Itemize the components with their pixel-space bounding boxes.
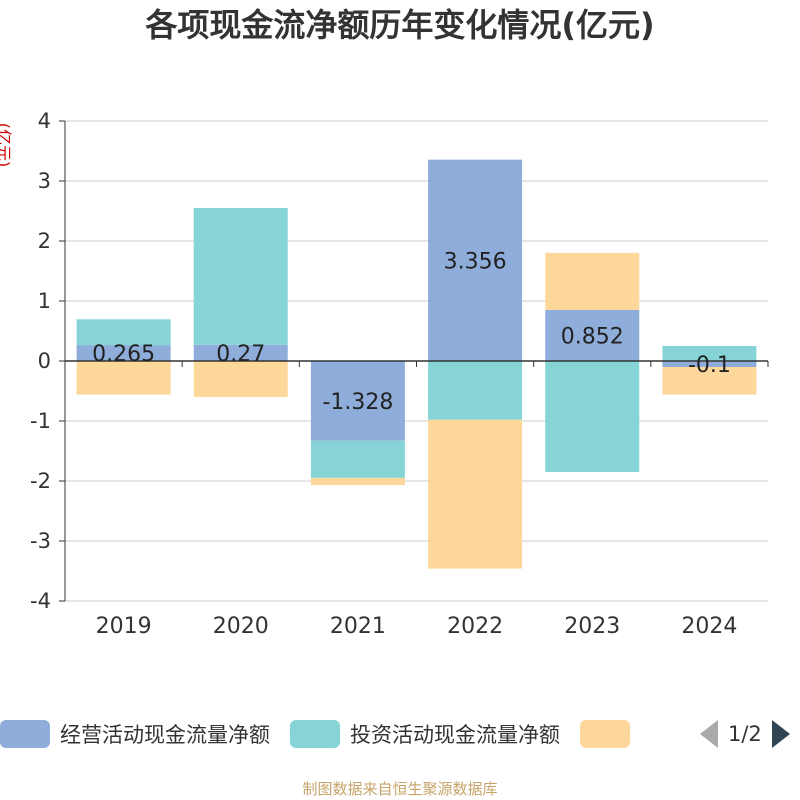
bar-2021-series-1[interactable] — [310, 440, 405, 478]
x-tick-label: 2020 — [213, 614, 269, 639]
data-label: 3.356 — [444, 249, 507, 274]
legend: 经营活动现金流量净额 投资活动现金流量净额 — [0, 716, 660, 752]
x-tick-label: 2021 — [330, 614, 386, 639]
pager-next-icon[interactable] — [771, 720, 790, 748]
legend-item-operating[interactable]: 经营活动现金流量净额 — [0, 719, 270, 749]
legend-item-investing[interactable]: 投资活动现金流量净额 — [290, 719, 560, 749]
x-tick-label: 2022 — [447, 614, 503, 639]
data-source-note: 制图数据来自恒生聚源数据库 — [302, 780, 498, 798]
data-label: -0.1 — [688, 353, 731, 378]
pager-page-text: 1/2 — [728, 722, 762, 746]
legend-swatch-third — [580, 720, 630, 748]
axes: 4 3 2 1 0 -1 -2 -3 -4 2019 2020 2021 2022 2023 2024 — [30, 109, 769, 639]
y-tick-label: -4 — [30, 589, 51, 613]
chart-title: 各项现金流净额历年变化情况(亿元) — [145, 6, 654, 44]
bar-2023-series-1[interactable] — [545, 361, 640, 472]
y-tick-label: -3 — [30, 529, 51, 553]
y-tick-label: 4 — [38, 109, 51, 133]
x-tick-label: 2024 — [681, 614, 737, 639]
bar-2022-series-2[interactable] — [428, 419, 523, 569]
data-label: -1.328 — [322, 390, 393, 415]
pager-prev-icon[interactable] — [700, 720, 718, 748]
legend-swatch-investing — [290, 720, 340, 748]
bar-2020-series-0[interactable] — [193, 344, 288, 361]
bar-2024-series-0[interactable] — [662, 361, 757, 367]
legend-swatch-operating — [0, 720, 50, 748]
bar-2019-series-0[interactable] — [76, 345, 171, 361]
data-labels: 0.265 0.27 -1.328 3.356 0.852 -0.1 — [92, 249, 731, 415]
data-label: 0.265 — [92, 342, 155, 367]
y-tick-label: 2 — [38, 229, 51, 253]
y-tick-label: 0 — [38, 349, 51, 373]
bar-2021-series-0[interactable] — [310, 361, 405, 441]
y-tick-label: 1 — [38, 289, 51, 313]
data-label: 0.27 — [216, 342, 265, 367]
bar-2019-series-2[interactable] — [76, 361, 171, 395]
y-axis-unit: (亿元) — [0, 123, 13, 168]
bar-2022-series-0[interactable] — [428, 159, 523, 361]
bar-2024-series-2[interactable] — [662, 367, 757, 395]
bar-2020-series-1[interactable] — [193, 208, 288, 345]
bar-2024-series-1[interactable] — [662, 346, 757, 361]
bar-2020-series-2[interactable] — [193, 361, 288, 397]
y-tick-label: -1 — [30, 409, 51, 433]
bars — [76, 159, 757, 569]
bar-2019-series-1[interactable] — [76, 319, 171, 346]
y-tick-label: 3 — [38, 169, 51, 193]
bar-2023-series-2[interactable] — [545, 252, 640, 310]
bar-2021-series-2[interactable] — [310, 477, 405, 486]
bar-2023-series-0[interactable] — [545, 309, 640, 361]
y-tick-label: -2 — [30, 469, 51, 493]
legend-label-investing: 投资活动现金流量净额 — [350, 723, 560, 747]
x-tick-label: 2019 — [96, 614, 152, 639]
legend-item-third[interactable] — [580, 720, 640, 748]
data-label: 0.852 — [561, 324, 624, 349]
bar-2022-series-1[interactable] — [428, 361, 523, 420]
x-tick-label: 2023 — [564, 614, 620, 639]
legend-label-operating: 经营活动现金流量净额 — [60, 723, 270, 747]
legend-pager: 1/2 — [700, 716, 790, 752]
